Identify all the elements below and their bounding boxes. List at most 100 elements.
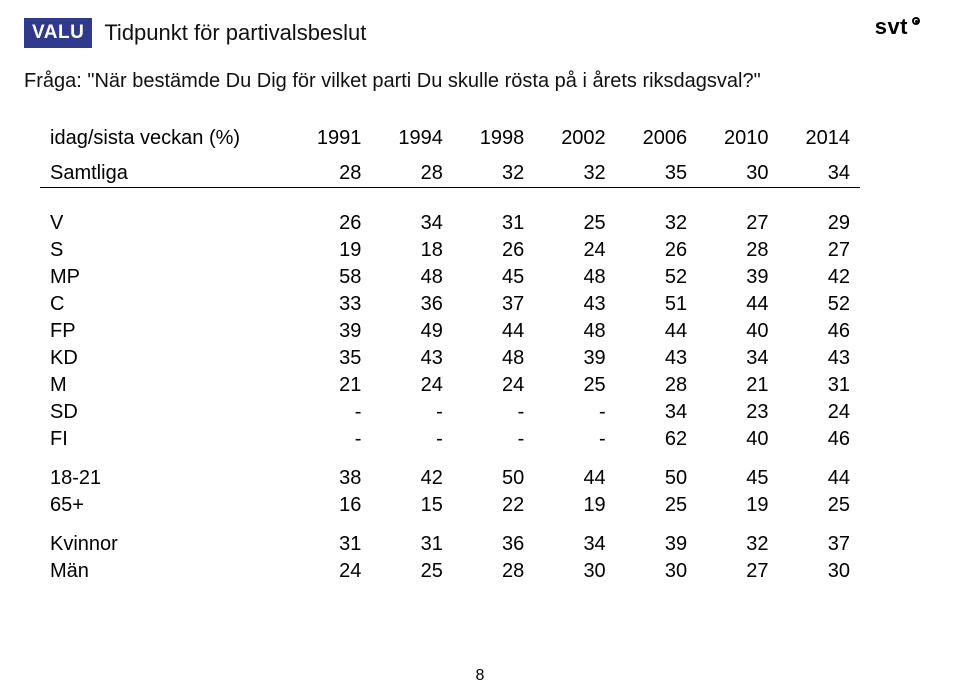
cell-value: 30 [616, 558, 697, 585]
row-label: 18-21 [40, 453, 290, 492]
cell-value: 24 [779, 399, 860, 426]
cell-value: 22 [453, 492, 534, 519]
cell-value: 25 [534, 198, 615, 237]
row-label: C [40, 291, 290, 318]
cell-value: 25 [616, 492, 697, 519]
row-label: S [40, 237, 290, 264]
cell-value: 31 [779, 372, 860, 399]
cell-value: 48 [534, 264, 615, 291]
cell-value: 46 [779, 426, 860, 453]
table-row: Samtliga28283232353034 [40, 160, 860, 187]
cell-value: 31 [453, 198, 534, 237]
cell-value: 40 [697, 318, 778, 345]
cell-value: 26 [453, 237, 534, 264]
cell-value: 28 [616, 372, 697, 399]
cell-value: 25 [779, 492, 860, 519]
cell-value: 27 [697, 198, 778, 237]
cell-value: 44 [697, 291, 778, 318]
cell-value: 25 [371, 558, 452, 585]
cell-value: 44 [534, 453, 615, 492]
table-row: 18-2138425044504544 [40, 453, 860, 492]
valu-badge: VALU [24, 18, 92, 48]
cell-value: 15 [371, 492, 452, 519]
cell-value: 19 [290, 237, 371, 264]
table-row: V26343125322729 [40, 198, 860, 237]
cell-value: 21 [290, 372, 371, 399]
row-label: Kvinnor [40, 519, 290, 558]
cell-value: 44 [779, 453, 860, 492]
cell-value: 21 [697, 372, 778, 399]
page-title: Tidpunkt för partivalsbeslut [104, 20, 366, 46]
cell-value: - [290, 426, 371, 453]
col-year: 2006 [616, 125, 697, 160]
cell-value: 36 [453, 519, 534, 558]
col-year: 1994 [371, 125, 452, 160]
cell-value: 38 [290, 453, 371, 492]
cell-value: 30 [697, 160, 778, 187]
table-row: Män24252830302730 [40, 558, 860, 585]
cell-value: 39 [616, 519, 697, 558]
cell-value: 45 [697, 453, 778, 492]
cell-value: 30 [534, 558, 615, 585]
cell-value: 24 [453, 372, 534, 399]
cell-value: 43 [534, 291, 615, 318]
cell-value: 43 [779, 345, 860, 372]
cell-value: 48 [371, 264, 452, 291]
table-row: FI----624046 [40, 426, 860, 453]
cell-value: 34 [371, 198, 452, 237]
row-label: Män [40, 558, 290, 585]
header-label: idag/sista veckan (%) [40, 125, 290, 160]
cell-value: 50 [616, 453, 697, 492]
svt-logo-mark-icon [912, 17, 920, 25]
cell-value: 26 [290, 198, 371, 237]
row-label: Samtliga [40, 160, 290, 187]
col-year: 1998 [453, 125, 534, 160]
cell-value: 34 [697, 345, 778, 372]
cell-value: 39 [290, 318, 371, 345]
cell-value: 25 [534, 372, 615, 399]
table-row: FP39494448444046 [40, 318, 860, 345]
cell-value: 30 [779, 558, 860, 585]
cell-value: 32 [616, 198, 697, 237]
cell-value: 43 [616, 345, 697, 372]
table-row: Kvinnor31313634393237 [40, 519, 860, 558]
row-label: M [40, 372, 290, 399]
cell-value: 50 [453, 453, 534, 492]
cell-value: - [371, 399, 452, 426]
cell-value: 45 [453, 264, 534, 291]
table-row: 65+16152219251925 [40, 492, 860, 519]
svt-logo: svt [875, 14, 920, 40]
cell-value: 33 [290, 291, 371, 318]
cell-value: 32 [697, 519, 778, 558]
row-label: V [40, 198, 290, 237]
row-label: 65+ [40, 492, 290, 519]
cell-value: 29 [779, 198, 860, 237]
cell-value: - [453, 399, 534, 426]
cell-value: 16 [290, 492, 371, 519]
cell-value: 49 [371, 318, 452, 345]
cell-value: 39 [697, 264, 778, 291]
cell-value: 42 [779, 264, 860, 291]
row-label: SD [40, 399, 290, 426]
table-header-row: idag/sista veckan (%) 1991 1994 1998 200… [40, 125, 860, 160]
cell-value: 34 [534, 519, 615, 558]
col-year: 2010 [697, 125, 778, 160]
cell-value: 34 [779, 160, 860, 187]
row-label: FI [40, 426, 290, 453]
cell-value: 37 [779, 519, 860, 558]
cell-value: - [453, 426, 534, 453]
svt-logo-text: svt [875, 14, 908, 40]
cell-value: 42 [371, 453, 452, 492]
cell-value: 35 [616, 160, 697, 187]
table-row: MP58484548523942 [40, 264, 860, 291]
cell-value: 24 [290, 558, 371, 585]
cell-value: 28 [453, 558, 534, 585]
cell-value: 32 [453, 160, 534, 187]
cell-value: 44 [616, 318, 697, 345]
cell-value: 36 [371, 291, 452, 318]
data-table: idag/sista veckan (%) 1991 1994 1998 200… [40, 125, 860, 585]
cell-value: 32 [534, 160, 615, 187]
cell-value: 28 [371, 160, 452, 187]
table-divider [40, 187, 860, 198]
table-row: SD----342324 [40, 399, 860, 426]
